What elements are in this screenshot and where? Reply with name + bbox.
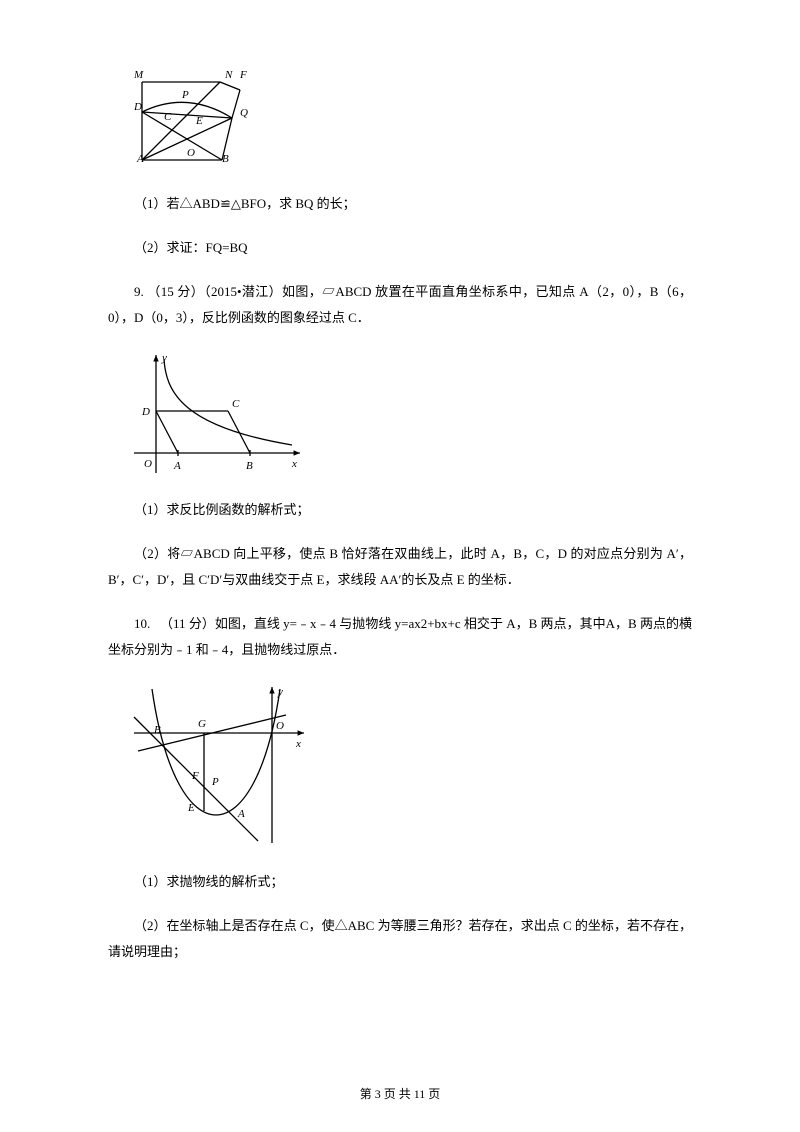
svg-text:D: D [133,101,142,113]
svg-text:C: C [164,111,172,123]
svg-text:A: A [237,808,245,820]
q9-part1: （1）求反比例函数的解析式； [108,497,692,523]
svg-text:G: G [198,718,206,730]
q10-intro: 10. （11 分）如图，直线 y=﹣x﹣4 与抛物线 y=ax2+bx+c 相… [108,611,692,663]
page-footer: 第 3 页 共 11 页 [0,1085,800,1102]
svg-text:A: A [136,153,144,165]
svg-text:B: B [222,153,229,165]
svg-text:P: P [211,776,219,788]
q8-part1: （1）若△ABD≌△BFO，求 BQ 的长； [108,191,692,217]
svg-text:O: O [276,720,284,732]
svg-text:D: D [141,406,150,418]
svg-text:x: x [295,738,301,750]
svg-text:Q: Q [240,107,248,119]
q9-part2: （2）将▱ABCD 向上平移，使点 B 恰好落在双曲线上，此时 A，B，C，D … [108,541,692,593]
svg-text:F: F [191,770,199,782]
svg-text:P: P [181,89,189,101]
svg-text:B: B [154,724,161,736]
q10-part2: （2）在坐标轴上是否存在点 C，使△ABC 为等腰三角形？若存在，求出点 C 的… [108,913,692,965]
figure-q9: Ox y A B D C [132,349,692,479]
svg-text:A: A [173,460,181,472]
svg-text:y: y [161,352,167,364]
q10-part1: （1）求抛物线的解析式； [108,869,692,895]
svg-text:F: F [239,69,247,81]
svg-text:O: O [187,147,195,159]
svg-text:N: N [224,69,233,81]
q8-part2: （2）求证：FQ=BQ [108,235,692,261]
q9-intro: 9. （15 分）（2015•潜江）如图，▱ABCD 放置在平面直角坐标系中，已… [108,279,692,331]
svg-text:y: y [277,686,283,698]
svg-text:E: E [195,115,203,127]
svg-text:x: x [291,458,297,470]
figure-q10: Ox y B G FP E A [132,681,692,851]
svg-text:C: C [232,398,240,410]
svg-text:O: O [144,458,152,470]
figure-q8: M NF D Q A B O PC E [132,68,692,173]
svg-text:B: B [246,460,253,472]
svg-text:M: M [133,69,144,81]
svg-text:E: E [187,802,195,814]
